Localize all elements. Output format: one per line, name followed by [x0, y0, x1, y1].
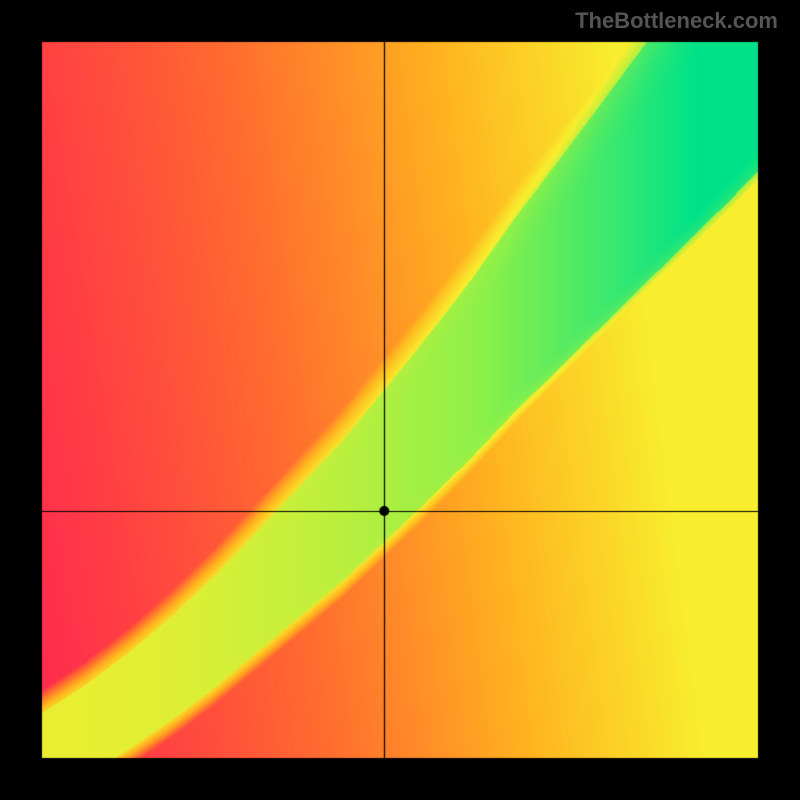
chart-container: TheBottleneck.com: [0, 0, 800, 800]
heatmap-canvas: [0, 0, 800, 800]
watermark-text: TheBottleneck.com: [575, 8, 778, 34]
